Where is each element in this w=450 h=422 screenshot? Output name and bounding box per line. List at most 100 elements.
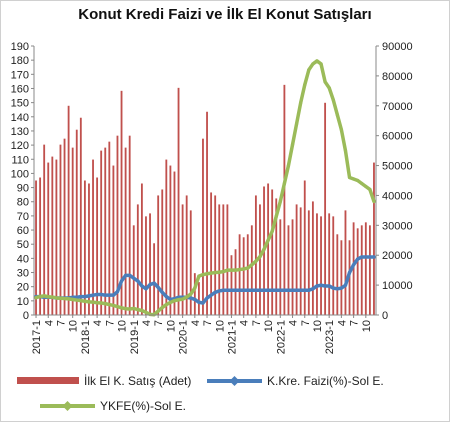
line-point (242, 267, 246, 271)
bar (324, 102, 327, 316)
x-tick-label: 7 (300, 320, 312, 326)
line-point (46, 295, 50, 299)
line-point (189, 292, 193, 296)
bar (202, 138, 204, 315)
bar (352, 222, 355, 315)
bar (283, 84, 286, 315)
legend-swatch-bar (17, 377, 79, 384)
line-point (323, 80, 327, 84)
line-point (189, 296, 193, 300)
bar (108, 141, 111, 315)
line-point (95, 301, 99, 305)
x-tick-label: 4 (336, 320, 348, 326)
line-point (87, 294, 91, 298)
line-point (335, 113, 339, 117)
bar (116, 135, 119, 315)
x-tick-label: 10 (214, 320, 226, 332)
right-tick-label: 50000 (382, 161, 413, 173)
left-tick-label: 100 (11, 168, 29, 180)
line-point (270, 288, 274, 292)
line-point (311, 62, 315, 66)
line-point (331, 286, 335, 290)
bar (100, 150, 103, 315)
line-point (339, 128, 343, 132)
bar (360, 225, 363, 315)
bar (214, 195, 217, 315)
bar (55, 159, 58, 315)
left-tick-label: 110 (11, 154, 29, 166)
bar (124, 147, 127, 315)
left-tick-label: 20 (17, 282, 29, 294)
bar (63, 138, 66, 315)
line-point (307, 68, 311, 72)
x-tick-label: 7 (251, 320, 263, 326)
line-point (34, 296, 38, 300)
line-point (372, 199, 376, 204)
bar (197, 282, 200, 315)
left-tick-label: 40 (17, 253, 29, 265)
line-point (197, 300, 201, 304)
line-point (352, 177, 356, 181)
line-point (266, 238, 270, 242)
bar (145, 216, 147, 315)
x-tick-label: 4 (141, 320, 153, 326)
bar (238, 234, 241, 315)
line-point (119, 306, 124, 310)
line-point (225, 268, 229, 272)
line-point (233, 288, 238, 292)
line-point (307, 288, 311, 292)
left-tick-label: 50 (17, 239, 29, 251)
axes: 0102030405060708090100110120130140150160… (11, 41, 413, 354)
bar (356, 228, 359, 315)
bar (295, 204, 298, 315)
bar (140, 183, 143, 315)
bar (189, 210, 192, 315)
line-point (343, 283, 348, 287)
line-point (176, 298, 181, 302)
bar (173, 171, 176, 315)
line-point (197, 274, 201, 278)
line-point (335, 287, 339, 291)
line-point (274, 214, 278, 218)
line-point (327, 284, 331, 288)
right-tick-label: 20000 (382, 250, 413, 262)
line-point (168, 300, 172, 305)
line-point (148, 282, 152, 287)
bar (344, 210, 347, 315)
line-point (124, 307, 128, 311)
line-point (79, 294, 83, 299)
bar (328, 213, 331, 315)
legend: İlk El K. Satış (Adet) K.Kre. Faizi(%)-So… (17, 374, 384, 413)
line-point (103, 293, 107, 297)
left-tick-label: 150 (11, 98, 29, 110)
x-tick-label: 2020-1 (178, 320, 190, 354)
line-point (327, 86, 331, 90)
bar (336, 234, 339, 315)
x-tick-label: 10 (361, 320, 373, 332)
bar (271, 189, 274, 315)
bar (47, 162, 50, 315)
line-point (242, 288, 246, 292)
legend-label-line: YKFE(%)-Sol E. (100, 399, 186, 413)
left-tick-label: 160 (11, 83, 29, 95)
line-point (303, 83, 307, 87)
bar (39, 177, 42, 315)
line-point (347, 270, 352, 275)
line-point (79, 299, 83, 303)
line-point (83, 294, 87, 299)
line-point (229, 288, 234, 292)
x-tick-label: 10 (68, 320, 80, 332)
line-point (323, 284, 327, 288)
left-tick-label: 30 (17, 268, 29, 280)
x-tick-label: 10 (263, 320, 275, 332)
x-tick-label: 2023-1 (324, 320, 336, 354)
line-point (91, 300, 95, 304)
bar (230, 255, 233, 315)
line-point (295, 288, 299, 292)
line-point (140, 308, 144, 313)
line-point (213, 290, 217, 294)
bar (340, 240, 343, 315)
line-point (156, 285, 160, 289)
line-point (136, 279, 140, 283)
